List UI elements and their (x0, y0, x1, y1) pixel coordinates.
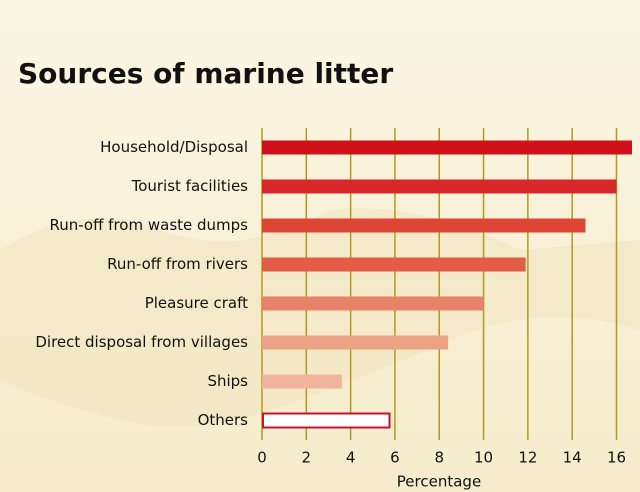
bar (262, 140, 632, 155)
bar (262, 296, 484, 311)
y-tick-label: Run-off from waste dumps (49, 216, 248, 234)
x-tick-label: 6 (390, 449, 400, 467)
x-tick-label: 0 (257, 449, 267, 467)
bar (262, 335, 449, 350)
chart-title: Sources of marine litter (18, 57, 393, 90)
x-tick-label: 8 (434, 449, 444, 467)
y-tick-label: Others (198, 411, 249, 429)
y-tick-label: Household/Disposal (100, 138, 248, 156)
y-tick-label: Direct disposal from villages (35, 333, 248, 351)
x-tick-label: 12 (518, 449, 537, 467)
x-tick-label: 10 (474, 449, 493, 467)
x-axis-label: Percentage (397, 473, 481, 491)
x-tick-label: 14 (563, 449, 582, 467)
y-tick-label: Tourist facilities (131, 177, 249, 195)
bar (262, 179, 617, 194)
bar (262, 257, 526, 272)
y-tick-label: Run-off from rivers (107, 255, 248, 273)
bar (262, 412, 391, 429)
bar (262, 374, 342, 389)
x-tick-label: 2 (302, 449, 312, 467)
bar (262, 218, 586, 233)
x-tick-label: 4 (346, 449, 356, 467)
y-tick-label: Ships (207, 372, 248, 390)
x-tick-label: 16 (607, 449, 626, 467)
y-tick-label: Pleasure craft (145, 294, 248, 312)
